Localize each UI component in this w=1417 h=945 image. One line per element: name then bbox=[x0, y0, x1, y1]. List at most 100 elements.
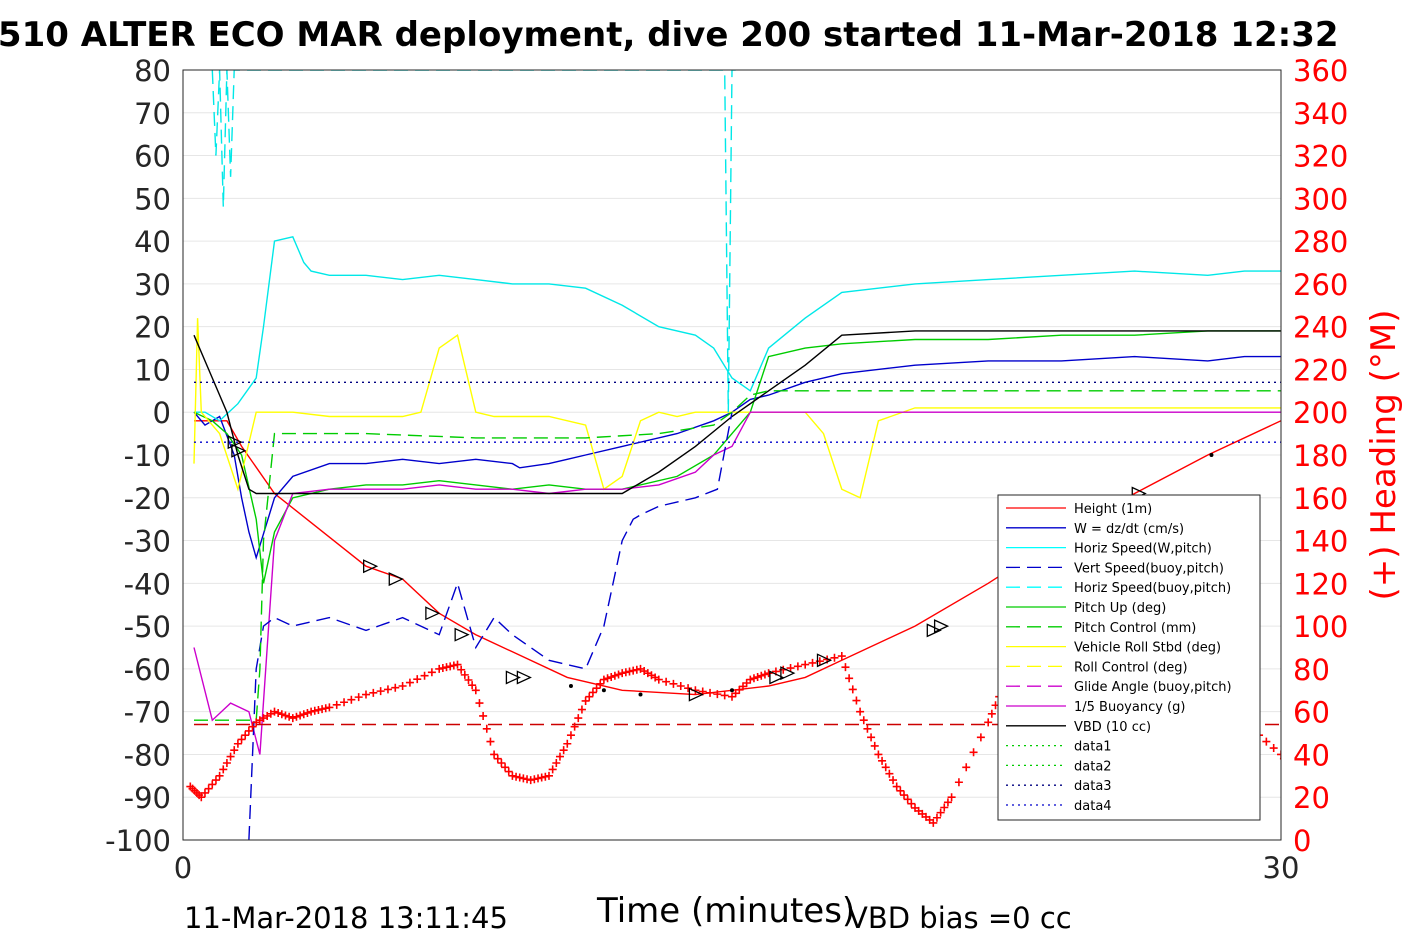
y-tick-right-label: 260 bbox=[1293, 268, 1348, 302]
heading-marker bbox=[976, 733, 985, 742]
y-tick-left-label: -90 bbox=[124, 781, 171, 815]
heading-marker bbox=[475, 699, 484, 708]
heading-marker bbox=[856, 707, 865, 716]
heading-marker bbox=[599, 675, 608, 684]
heading-marker bbox=[859, 716, 868, 725]
triangle-marker bbox=[505, 670, 521, 685]
heading-marker bbox=[504, 767, 513, 776]
legend-label: Pitch Up (deg) bbox=[1074, 601, 1166, 616]
heading-marker bbox=[548, 765, 557, 774]
legend-label: Horiz Speed(buoy,pitch) bbox=[1074, 581, 1231, 596]
y-tick-right-label: 220 bbox=[1293, 353, 1348, 387]
heading-marker bbox=[870, 741, 879, 750]
heading-marker bbox=[892, 782, 901, 791]
heading-marker bbox=[764, 669, 773, 678]
heading-marker bbox=[654, 675, 663, 684]
heading-marker bbox=[537, 773, 546, 782]
heading-marker bbox=[508, 771, 517, 780]
series-horiz bbox=[194, 235, 1281, 422]
heading-marker bbox=[662, 677, 671, 686]
heading-marker bbox=[943, 798, 952, 807]
heading-marker bbox=[987, 709, 996, 718]
heading-marker bbox=[200, 788, 209, 797]
heading-marker bbox=[907, 799, 916, 808]
y-tick-right-label: 320 bbox=[1293, 140, 1348, 174]
heading-marker bbox=[219, 765, 228, 774]
y-tick-left-label: 10 bbox=[134, 353, 171, 387]
heading-marker bbox=[1277, 750, 1281, 759]
heading-marker bbox=[896, 786, 905, 795]
y-tick-left-label: 70 bbox=[134, 97, 171, 131]
heading-marker bbox=[534, 774, 543, 783]
heading-marker bbox=[574, 714, 583, 723]
y-tick-right-label: 240 bbox=[1293, 311, 1348, 345]
heading-marker bbox=[526, 776, 535, 785]
y-tick-left-label: -40 bbox=[124, 567, 171, 601]
heading-marker bbox=[867, 733, 876, 742]
heading-marker bbox=[713, 690, 722, 699]
y-tick-left-label: -60 bbox=[124, 653, 171, 687]
triangle-marker bbox=[454, 627, 470, 642]
heading-marker bbox=[618, 669, 627, 678]
heading-marker bbox=[468, 681, 477, 690]
heading-marker bbox=[427, 668, 436, 677]
heading-marker bbox=[321, 704, 330, 713]
heading-marker bbox=[607, 673, 616, 682]
heading-marker bbox=[962, 763, 971, 772]
heading-marker bbox=[318, 705, 327, 714]
heading-marker bbox=[889, 776, 898, 785]
heading-marker bbox=[848, 685, 857, 694]
heading-marker bbox=[947, 793, 956, 802]
legend-label: Vehicle Roll Stbd (deg) bbox=[1074, 641, 1221, 656]
heading-marker bbox=[603, 674, 612, 683]
heading-marker bbox=[435, 664, 444, 673]
heading-marker bbox=[230, 746, 239, 755]
heading-marker bbox=[936, 808, 945, 817]
series-w bbox=[193, 355, 1281, 561]
triangle-marker bbox=[363, 559, 379, 574]
heading-marker bbox=[446, 662, 455, 671]
heading-marker bbox=[482, 724, 491, 733]
y-tick-left-label: 0 bbox=[153, 396, 171, 430]
heading-marker bbox=[369, 688, 378, 697]
x-axis-label: Time (minutes) bbox=[597, 891, 856, 931]
y-axis-right-label: (+) Heading (°M) bbox=[1364, 309, 1404, 601]
heading-marker bbox=[610, 671, 619, 680]
x-tick-label: 0 bbox=[174, 851, 192, 885]
y-tick-right-label: 200 bbox=[1293, 396, 1348, 430]
heading-marker bbox=[566, 731, 575, 740]
heading-marker bbox=[285, 712, 294, 721]
heading-marker bbox=[621, 668, 630, 677]
dot-marker bbox=[601, 688, 606, 693]
legend-label: Roll Control (deg) bbox=[1074, 660, 1188, 675]
heading-marker bbox=[530, 775, 539, 784]
heading-marker bbox=[307, 707, 316, 716]
y-tick-right-label: 140 bbox=[1293, 525, 1348, 559]
heading-marker bbox=[588, 688, 597, 697]
heading-marker bbox=[629, 666, 638, 675]
legend-label: Height (1m) bbox=[1074, 502, 1152, 517]
heading-marker bbox=[969, 748, 978, 757]
heading-marker bbox=[625, 667, 634, 676]
heading-marker bbox=[493, 754, 502, 763]
dot-marker bbox=[1209, 453, 1214, 457]
y-tick-right-label: 360 bbox=[1293, 54, 1348, 88]
heading-marker bbox=[932, 813, 941, 822]
heading-marker bbox=[479, 711, 488, 720]
heading-marker bbox=[413, 675, 422, 684]
heading-marker bbox=[632, 665, 641, 674]
heading-marker bbox=[222, 759, 231, 767]
dot-marker bbox=[568, 684, 573, 688]
heading-marker bbox=[438, 664, 447, 673]
y-tick-left-label: -20 bbox=[124, 482, 171, 516]
heading-marker bbox=[490, 750, 499, 759]
heading-marker bbox=[684, 684, 693, 693]
heading-marker bbox=[332, 700, 341, 709]
series-vbd bbox=[193, 330, 1281, 495]
y-tick-left-label: 50 bbox=[134, 182, 171, 216]
heading-marker bbox=[453, 660, 462, 669]
heading-marker bbox=[545, 771, 553, 780]
heading-marker bbox=[878, 756, 887, 765]
legend-box bbox=[997, 494, 1261, 821]
y-tick-right-label: 100 bbox=[1293, 610, 1348, 644]
